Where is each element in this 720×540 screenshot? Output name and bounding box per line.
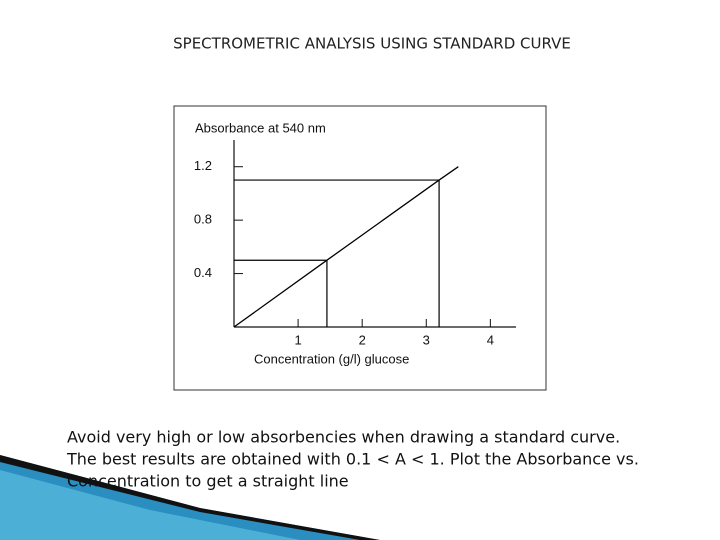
x-tick-label: 4 (487, 332, 494, 347)
slide-title: SPECTROMETRIC ANALYSIS USING STANDARD CU… (173, 35, 571, 53)
y-tick-label: 0.4 (194, 265, 212, 280)
standard-curve (233, 166, 459, 328)
body-text: Concentration to get a straight line (67, 472, 349, 491)
decoration (0, 470, 300, 540)
reading-guide (234, 259, 328, 327)
x-axis-label: Concentration (g/l) glucose (254, 351, 409, 366)
reading-guide (234, 179, 440, 327)
body-text: The best results are obtained with 0.1 <… (66, 450, 639, 469)
x-tick-label: 2 (359, 332, 366, 347)
x-tick-label: 3 (423, 332, 430, 347)
x-tick-label: 1 (294, 332, 301, 347)
body-text: Avoid very high or low absorbencies when… (67, 428, 620, 447)
chart-frame (173, 105, 547, 391)
y-tick-label: 0.8 (194, 212, 212, 227)
y-tick-label: 1.2 (194, 158, 212, 173)
y-axis-label: Absorbance at 540 nm (195, 120, 326, 135)
